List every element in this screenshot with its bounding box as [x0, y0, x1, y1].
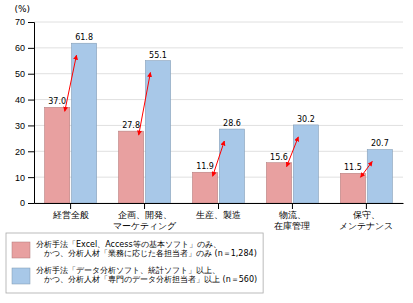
y-tick: 20 — [15, 147, 34, 157]
y-tick-mark — [28, 203, 34, 204]
y-tick: 70 — [15, 17, 34, 27]
x-tick: 物流、在庫管理 — [274, 203, 310, 231]
y-axis-title: (%) — [14, 4, 30, 14]
difference-arrow — [65, 55, 77, 111]
difference-arrow — [361, 161, 373, 177]
x-tick: 保守、メンテナンス — [339, 203, 393, 231]
x-tick-mark — [366, 203, 367, 209]
y-tick: 0 — [20, 198, 34, 208]
arrows — [65, 55, 373, 177]
data-label: 28.6 — [223, 119, 241, 128]
bar — [293, 125, 318, 203]
data-label: 27.8 — [122, 121, 140, 130]
data-label: 61.8 — [75, 33, 93, 42]
legend-swatch — [12, 268, 30, 284]
bar — [71, 43, 96, 203]
legend-label: 分析手法「Excel、Access等の基本ソフト」のみ、 かつ、分析人材「業務に… — [36, 240, 257, 259]
chart: 37.0 27.8 11.9 15.6 11.5 61.8 55.1 28.6 30.2 20.7… — [0, 0, 413, 303]
bar — [44, 107, 69, 203]
bar — [192, 172, 217, 203]
y-tick: 10 — [15, 173, 34, 183]
plot: 37.0 27.8 11.9 15.6 11.5 61.8 55.1 28.6 30.2 20.7… — [14, 4, 403, 231]
data-labels: 37.0 27.8 11.9 15.6 11.5 61.8 55.1 28.6 30.2 20.7 — [48, 33, 389, 172]
y-tick-mark — [28, 125, 34, 126]
x-tick-mark — [218, 203, 219, 209]
bar — [340, 173, 365, 203]
y-tick-mark — [28, 100, 34, 101]
grid-line — [34, 22, 403, 23]
bar — [266, 163, 291, 203]
y-tick-label: 20 — [15, 147, 25, 157]
difference-arrow — [139, 73, 151, 136]
data-label: 15.6 — [270, 153, 288, 162]
legend-label: 分析手法「データ分析ソフト、統計ソフト」以上、 かつ、分析人材「専門のデータ分析… — [36, 266, 257, 285]
x-tick: 経営全般 — [52, 203, 89, 220]
x-axis: 経営全般 企画、開発、マーケティング 生産、製造 物流、在庫管理 保守、メンテナンス — [35, 203, 404, 231]
y-tick: 60 — [15, 43, 34, 53]
bars — [44, 43, 392, 203]
data-label: 11.5 — [344, 163, 362, 172]
legend-entry: 分析手法「Excel、Access等の基本ソフト」のみ、 かつ、分析人材「業務に… — [12, 240, 257, 259]
y-tick-label: 60 — [15, 43, 25, 53]
y-tick-label: 40 — [15, 95, 25, 105]
y-tick-mark — [28, 74, 34, 75]
y-tick: 40 — [15, 95, 34, 105]
data-label: 37.0 — [48, 97, 66, 106]
x-tick-label: 経営全般 — [52, 210, 89, 220]
y-tick-label: 10 — [15, 173, 25, 183]
x-tick-label: 生産、製造 — [196, 210, 241, 220]
difference-arrow — [213, 141, 225, 176]
bar — [219, 129, 244, 203]
y-tick-mark — [28, 177, 34, 178]
y-tick-label: 0 — [20, 198, 25, 208]
y-tick: 50 — [15, 69, 34, 79]
x-tick-label: 企画、開発、マーケティング — [113, 210, 177, 230]
legend-frame — [6, 233, 263, 293]
y-tick: 30 — [15, 121, 34, 131]
legend-entry: 分析手法「データ分析ソフト、統計ソフト」以上、 かつ、分析人材「専門のデータ分析… — [12, 266, 257, 285]
difference-arrow — [287, 137, 299, 167]
bar — [367, 149, 392, 203]
y-tick-label: 50 — [15, 69, 25, 79]
x-tick: 企画、開発、マーケティング — [113, 203, 177, 231]
x-tick-mark — [144, 203, 145, 209]
y-tick-label: 70 — [15, 17, 25, 27]
y-axis: 0 10 20 30 40 50 60 70 — [15, 17, 35, 208]
data-label: 11.9 — [196, 162, 214, 171]
x-tick-label: 保守、メンテナンス — [339, 210, 393, 230]
y-axis-line — [28, 23, 35, 204]
y-tick-label: 30 — [15, 121, 25, 131]
x-tick-mark — [70, 203, 71, 209]
series — [71, 43, 392, 203]
legend: 分析手法「Excel、Access等の基本ソフト」のみ、 かつ、分析人材「業務に… — [6, 233, 263, 293]
x-tick-mark — [292, 203, 293, 209]
data-label: 20.7 — [371, 139, 389, 148]
x-tick-label: 物流、在庫管理 — [274, 210, 310, 230]
data-label: 30.2 — [297, 115, 315, 124]
legend-swatch — [12, 242, 30, 258]
bar — [118, 131, 143, 203]
grid — [34, 22, 403, 203]
y-tick-mark — [28, 48, 34, 49]
y-tick-mark — [28, 22, 34, 23]
data-label: 55.1 — [149, 51, 167, 60]
y-tick-mark — [28, 151, 34, 152]
x-tick: 生産、製造 — [196, 203, 241, 220]
